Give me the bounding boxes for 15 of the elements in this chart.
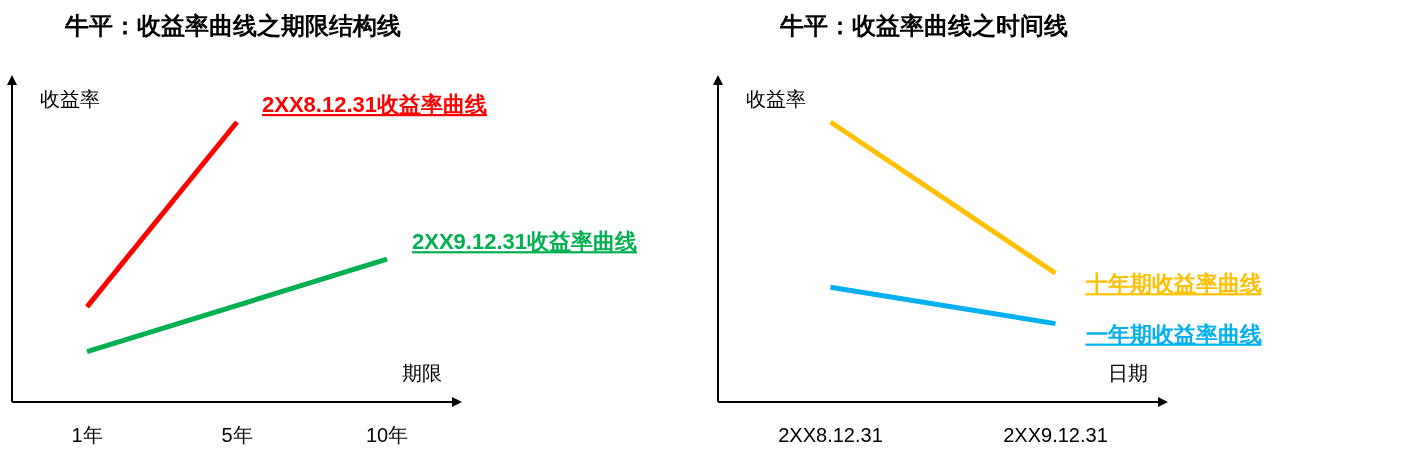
x-tick-label: 2XX8.12.31 bbox=[778, 424, 883, 446]
chart-title: 牛平：收益率曲线之时间线 bbox=[779, 12, 1068, 39]
y-axis-title: 收益率 bbox=[746, 88, 806, 110]
series-label: 一年期收益率曲线 bbox=[1085, 321, 1262, 347]
x-tick-label: 5年 bbox=[221, 424, 253, 446]
series-label: 2XX8.12.31收益率曲线 bbox=[262, 92, 487, 117]
x-tick-label: 2XX9.12.31 bbox=[1003, 424, 1108, 446]
chart-title: 牛平：收益率曲线之期限结构线 bbox=[64, 12, 401, 39]
series-label: 2XX9.12.31收益率曲线 bbox=[412, 229, 637, 255]
x-axis-title: 期限 bbox=[402, 362, 442, 384]
series-label: 十年期收益率曲线 bbox=[1084, 271, 1262, 297]
x-tick-label: 1年 bbox=[71, 424, 103, 446]
x-tick-label: 10年 bbox=[365, 424, 409, 446]
y-axis-title: 收益率 bbox=[40, 88, 100, 110]
x-axis-title: 日期 bbox=[1108, 362, 1148, 384]
